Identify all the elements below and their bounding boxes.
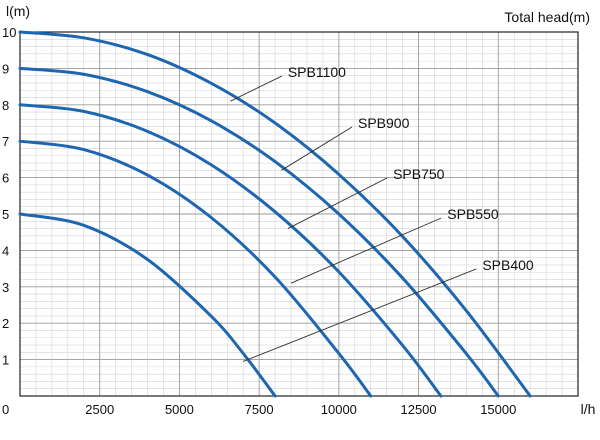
annotation-leaders — [230, 75, 477, 362]
chart-title-right: Total head(m) — [504, 9, 590, 25]
y-tick-label: 6 — [2, 171, 9, 186]
x-axis-label: l/h — [581, 401, 596, 417]
leader-line-spb550 — [290, 217, 442, 284]
y-tick-label: 1 — [2, 353, 9, 368]
series-line-spb1100 — [18, 30, 532, 398]
y-tick-labels: 1 2 3 4 5 6 7 8 9 10 — [2, 25, 16, 368]
major-grid — [20, 32, 578, 396]
series-label-spb550: SPB550 — [447, 206, 499, 222]
annotation-labels: SPB1100 SPB900 SPB750 SPB550 SPB400 — [288, 64, 534, 273]
series-label-spb750: SPB750 — [393, 166, 445, 182]
y-axis-label: l(m) — [6, 3, 30, 19]
y-tick-label: 5 — [2, 207, 9, 222]
leader-line-spb400 — [243, 268, 477, 362]
series-group — [18, 30, 532, 398]
leader-line-spb900 — [281, 126, 353, 171]
series-line-spb550 — [18, 139, 373, 398]
x-tick-label: 15000 — [480, 402, 516, 417]
series-line-spb400 — [18, 212, 277, 398]
x-tick-label: 0 — [2, 402, 9, 417]
series-line-spb750 — [18, 103, 443, 398]
x-tick-label: 2500 — [85, 402, 114, 417]
y-tick-label: 7 — [2, 134, 9, 149]
leader-line-spb1100 — [230, 75, 283, 102]
series-label-spb900: SPB900 — [358, 115, 410, 131]
y-tick-label: 3 — [2, 280, 9, 295]
y-tick-label: 2 — [2, 316, 9, 331]
series-label-spb400: SPB400 — [482, 257, 534, 273]
series-line-spb900 — [18, 66, 500, 398]
x-tick-label: 10000 — [321, 402, 357, 417]
y-tick-label: 4 — [2, 243, 9, 258]
y-tick-label: 10 — [2, 25, 16, 40]
x-tick-label: 12500 — [400, 402, 436, 417]
x-tick-label: 7500 — [245, 402, 274, 417]
x-tick-label: 5000 — [165, 402, 194, 417]
x-tick-labels: 0 2500 5000 7500 10000 12500 15000 — [2, 402, 516, 417]
y-tick-label: 8 — [2, 98, 9, 113]
y-tick-label: 9 — [2, 61, 9, 76]
series-label-spb1100: SPB1100 — [288, 64, 346, 80]
leader-line-spb750 — [287, 177, 388, 229]
